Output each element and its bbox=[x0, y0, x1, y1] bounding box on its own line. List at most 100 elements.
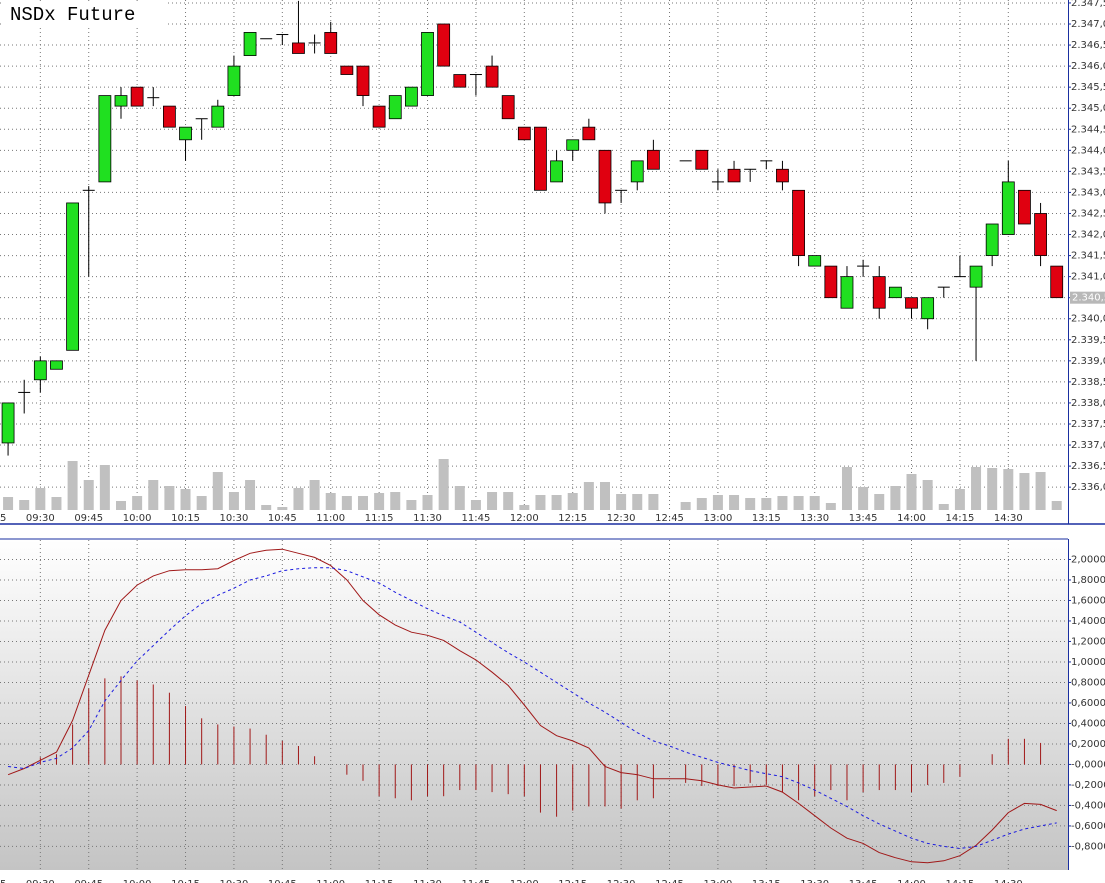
x-tick-label: 14:30 bbox=[994, 513, 1023, 524]
y-tick-label: 1,6000 bbox=[1071, 595, 1105, 606]
candle-body bbox=[888, 286, 902, 299]
volume-bar bbox=[793, 496, 804, 510]
volume-bar bbox=[3, 497, 14, 510]
volume-bar bbox=[519, 505, 530, 510]
y-tick-label: 2.343,5 bbox=[1071, 166, 1105, 177]
x-tick-label: 11:45 bbox=[462, 879, 491, 883]
x-tick-label: 11:00 bbox=[316, 879, 345, 883]
volume-bar bbox=[245, 480, 256, 510]
y-tick-label: 2.339,5 bbox=[1071, 335, 1105, 346]
candle-body bbox=[776, 168, 789, 183]
volume-bar bbox=[164, 486, 175, 510]
volume-bar bbox=[890, 486, 901, 510]
volume-bar bbox=[599, 482, 610, 510]
x-tick-label: 12:30 bbox=[607, 513, 636, 524]
volume-bar bbox=[632, 494, 643, 510]
x-tick-label: 13:30 bbox=[800, 513, 829, 524]
x-tick-label: 12:00 bbox=[510, 513, 539, 524]
candle-body bbox=[808, 255, 822, 267]
x-tick-label: 14:30 bbox=[994, 879, 1023, 883]
x-tick-label: 11:15 bbox=[365, 879, 394, 883]
candle-body bbox=[921, 297, 935, 320]
y-tick-label: 2.342,5 bbox=[1071, 208, 1105, 219]
candle-body bbox=[840, 276, 854, 309]
volume-bar bbox=[67, 461, 78, 510]
volume-bar bbox=[132, 496, 143, 510]
candle-body bbox=[1050, 265, 1064, 299]
x-tick-label: 13:00 bbox=[704, 513, 733, 524]
x-tick-label: 10:45 bbox=[268, 879, 297, 883]
volume-bar bbox=[858, 487, 869, 510]
x-tick-label: 13:45 bbox=[849, 879, 878, 883]
volume-bar bbox=[261, 505, 272, 510]
y-tick-label: 2.344,0 bbox=[1071, 145, 1105, 156]
candle-body bbox=[50, 360, 63, 370]
volume-bar bbox=[535, 495, 546, 510]
x-tick-label: 09:30 bbox=[26, 879, 55, 883]
volume-bar bbox=[325, 493, 336, 510]
y-tick-label: 2.336,0 bbox=[1071, 482, 1105, 493]
candle-body bbox=[66, 202, 79, 351]
y-tick-label: 2.346,0 bbox=[1071, 61, 1105, 72]
candle-body bbox=[598, 149, 612, 204]
y-tick-label: 1,2000 bbox=[1071, 636, 1105, 647]
x-tick-label: 12:15 bbox=[558, 879, 587, 883]
volume-bar bbox=[357, 496, 368, 510]
volume-bar bbox=[35, 488, 46, 510]
x-tick-label: 11:30 bbox=[413, 513, 442, 524]
volume-bar bbox=[938, 504, 949, 510]
x-tick-label: 14:15 bbox=[945, 879, 974, 883]
x-tick-label: 10:00 bbox=[123, 513, 152, 524]
x-tick-label: 13:15 bbox=[752, 513, 781, 524]
volume-bar bbox=[874, 494, 885, 510]
candle-body bbox=[517, 126, 531, 141]
volume-bar bbox=[19, 500, 30, 510]
volume-bar bbox=[616, 494, 627, 510]
x-tick-label: 12:30 bbox=[607, 879, 636, 883]
volume-bar bbox=[99, 465, 110, 510]
title-box bbox=[3, 2, 166, 28]
chart-title: NSDx Future bbox=[10, 4, 135, 26]
volume-bar bbox=[841, 467, 852, 510]
x-tick-label: 11:15 bbox=[365, 513, 394, 524]
candle-body bbox=[646, 149, 660, 170]
candle-body bbox=[969, 265, 983, 288]
volume-bar bbox=[1035, 472, 1046, 510]
y-tick-label: 0,6000 bbox=[1071, 698, 1105, 709]
candle-body bbox=[566, 139, 580, 151]
volume-bar bbox=[470, 500, 481, 510]
volume-bar bbox=[212, 472, 223, 510]
candle-body bbox=[162, 105, 176, 128]
x-tick-label: 14:15 bbox=[945, 513, 974, 524]
x-tick-label: 14:00 bbox=[897, 879, 926, 883]
candle-body bbox=[421, 32, 434, 96]
x-tick-label: 12:45 bbox=[655, 879, 684, 883]
candle-body bbox=[485, 65, 499, 88]
volume-bar bbox=[196, 496, 207, 510]
candle-body bbox=[1034, 213, 1047, 256]
y-tick-label: 2.336,5 bbox=[1071, 461, 1105, 472]
x-tick-label: 09:30 bbox=[26, 513, 55, 524]
volume-bar bbox=[745, 498, 756, 510]
x-tick-label: 10:45 bbox=[268, 513, 297, 524]
volume-bar bbox=[309, 480, 320, 510]
candle-body bbox=[550, 160, 563, 183]
y-tick-label: 0,4000 bbox=[1071, 718, 1105, 729]
x-tick-label: 13:15 bbox=[752, 879, 781, 883]
volume-bar bbox=[906, 474, 917, 510]
panel bbox=[0, 540, 1068, 870]
x-tick-label: 14:00 bbox=[897, 513, 926, 524]
volume-bar bbox=[390, 492, 401, 510]
x-tick-label: 10:00 bbox=[123, 879, 152, 883]
y-tick-label: 0,2000 bbox=[1071, 739, 1105, 750]
candle-body bbox=[630, 160, 644, 183]
y-tick-label: 2,0000 bbox=[1071, 554, 1105, 565]
volume-bar bbox=[729, 495, 740, 510]
candle-body bbox=[695, 149, 709, 170]
volume-bar bbox=[648, 494, 659, 510]
volume-bar bbox=[696, 498, 707, 510]
volume-bar bbox=[341, 496, 352, 510]
y-tick-label: 2.343,0 bbox=[1071, 187, 1105, 198]
x-tick-label: 09:15 bbox=[0, 513, 6, 524]
